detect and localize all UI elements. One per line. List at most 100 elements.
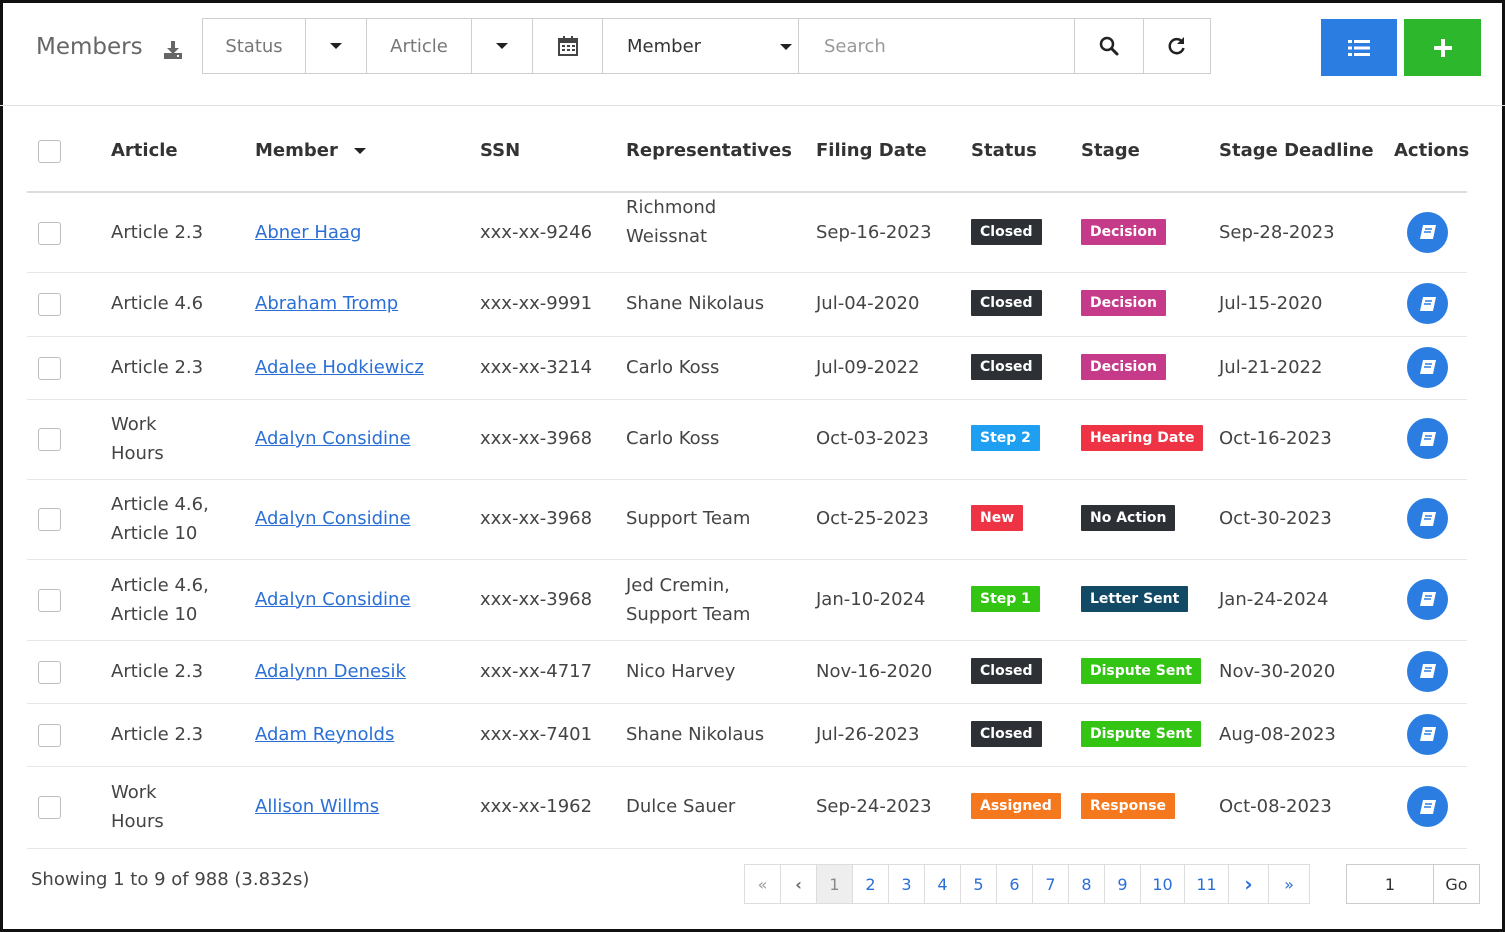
page-button[interactable]: 9 [1105,865,1141,903]
stage-badge: Decision [1081,218,1166,245]
representatives-cell: Dulce Sauer [626,792,735,821]
representative-line-2: Support Team [626,603,751,625]
stage-deadline-cell: Sep-28-2023 [1219,221,1335,243]
date-filter[interactable] [532,18,603,74]
member-link[interactable]: Adalynn Denesik [255,660,406,682]
article-filter[interactable]: Article [366,18,472,74]
column-status[interactable]: Status [971,140,1037,161]
page-button[interactable]: 3 [889,865,925,903]
row-checkbox[interactable] [38,723,61,747]
list-view-button[interactable] [1321,19,1397,76]
filing-date-cell: Sep-24-2023 [816,796,932,817]
row-checkbox[interactable] [38,356,61,380]
view-record-button[interactable] [1407,283,1448,324]
stage-badge: Dispute Sent [1081,657,1202,684]
member-link[interactable]: Adalyn Considine [255,508,411,529]
table-row: Article 2.3 Abner Haag xxx-xx-9246 Richmond… [27,193,1467,273]
view-record-button[interactable] [1407,211,1448,253]
table-row: Work Hours Allison Willms xxx-xx-1962 Dulce … [27,766,1467,849]
goto-page-input[interactable]: 1 [1347,865,1434,903]
status-badge: Closed [971,720,1042,747]
download-icon[interactable] [164,41,182,59]
stage-deadline-cell: Oct-16-2023 [1219,428,1332,449]
column-actions: Actions [1394,140,1470,161]
page-button[interactable]: 11 [1185,865,1229,903]
first-page-button[interactable]: « [745,865,781,903]
member-link[interactable]: Adalyn Considine [255,588,411,610]
view-record-button[interactable] [1407,418,1448,459]
go-button[interactable]: Go [1445,874,1468,894]
row-checkbox[interactable] [38,660,61,684]
view-record-button[interactable] [1407,650,1448,692]
article-line-2: Hours [111,443,164,464]
article-line-1: Article 2.3 [111,221,204,243]
representative-line-1: Nico Harvey [626,660,736,682]
status-dropdown-toggle[interactable] [305,18,367,74]
page-button[interactable]: 8 [1069,865,1105,903]
plus-icon [1433,38,1452,57]
row-checkbox[interactable] [38,221,61,245]
page-button[interactable]: 1 [817,865,853,903]
last-page-button[interactable]: » [1284,874,1294,894]
article-line-1: Work [111,782,157,803]
page-button[interactable]: 2 [853,865,889,903]
member-link[interactable]: Adam Reynolds [255,723,395,745]
view-record-button[interactable] [1407,498,1448,539]
row-checkbox[interactable] [38,293,61,316]
row-checkbox[interactable] [38,428,61,451]
representative-line-1: Richmond [626,196,717,218]
page-button[interactable]: 6 [997,865,1033,903]
member-link[interactable]: Abraham Tromp [255,293,399,314]
goto-page: 1 Go [1346,864,1480,904]
select-all-checkbox[interactable] [38,140,61,163]
member-link[interactable]: Adalyn Considine [255,428,411,449]
ssn-cell: xxx-xx-3968 [480,508,593,529]
column-article[interactable]: Article [111,140,178,161]
next-page-button[interactable]: › [1229,865,1269,903]
representative-line-1: Dulce Sauer [626,796,736,817]
search-icon [1099,36,1119,56]
article-line-1: Article 4.6, [111,494,209,515]
page-button[interactable]: 7 [1033,865,1069,903]
column-stage-deadline[interactable]: Stage Deadline [1219,140,1374,161]
column-representatives[interactable]: Representatives [626,140,792,161]
column-stage[interactable]: Stage [1081,140,1140,161]
status-filter[interactable]: Status [202,18,306,74]
refresh-button[interactable] [1143,18,1211,74]
member-link[interactable]: Abner Haag [255,221,362,243]
page-button[interactable]: 5 [961,865,997,903]
view-record-button[interactable] [1407,578,1448,620]
representatives-cell: Jed Cremin, Support Team [626,571,750,629]
member-link[interactable]: Allison Willms [255,796,380,817]
search-button[interactable] [1074,18,1144,74]
article-cell: Article 2.3 [111,218,203,247]
representative-line-1: Shane Nikolaus [626,293,765,314]
add-member-button[interactable] [1404,19,1481,76]
view-record-button[interactable] [1407,346,1448,388]
row-checkbox[interactable] [38,796,61,819]
column-ssn[interactable]: SSN [480,140,521,161]
stage-deadline-cell: Oct-08-2023 [1219,796,1332,817]
column-member[interactable]: Member [255,140,367,161]
search-input[interactable]: Search [798,18,1075,74]
member-link[interactable]: Adalee Hodkiewicz [255,356,424,378]
member-select[interactable]: Member [602,18,799,74]
status-badge: Closed [971,657,1042,684]
stage-badge: Response [1081,793,1176,819]
row-checkbox[interactable] [38,508,61,531]
ssn-cell: xxx-xx-3214 [480,356,593,378]
representatives-cell: Support Team [626,504,750,533]
page-button[interactable]: 4 [925,865,961,903]
view-record-button[interactable] [1407,713,1448,755]
article-line-2: Article 10 [111,523,198,544]
page-button[interactable]: 10 [1141,865,1185,903]
status-badge: Closed [971,290,1042,316]
article-dropdown-toggle[interactable] [471,18,533,74]
book-icon [1419,799,1436,814]
column-filing-date[interactable]: Filing Date [816,140,927,161]
row-checkbox[interactable] [38,588,61,612]
article-filter-label: Article [390,35,448,57]
prev-page-button[interactable]: ‹ [781,865,817,903]
view-record-button[interactable] [1407,786,1448,827]
ssn-cell: xxx-xx-7401 [480,723,593,745]
